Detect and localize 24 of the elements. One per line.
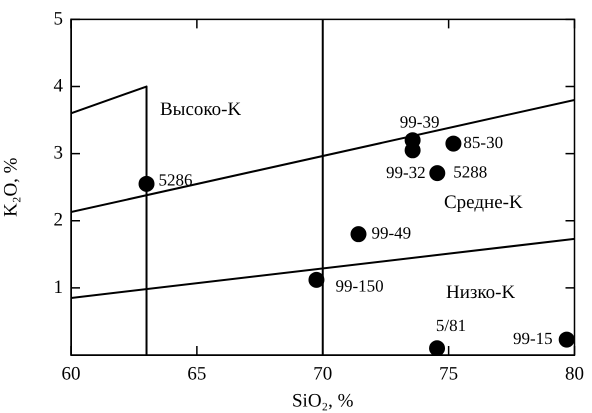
annotation: 99-150 xyxy=(335,276,384,296)
annotation: 99-32 xyxy=(386,162,426,182)
y-tick-label: 4 xyxy=(54,76,64,97)
x-tick-label: 70 xyxy=(313,363,332,384)
annotation: Средне-K xyxy=(444,192,523,213)
annotation: 5/81 xyxy=(436,316,466,335)
annotation: 85-30 xyxy=(463,133,504,152)
y-tick-label: 5 xyxy=(54,8,63,30)
y-tick-label: 1 xyxy=(54,276,63,298)
y-tick-label: 2 xyxy=(54,210,63,231)
annotation: 99-39 xyxy=(400,112,440,132)
annotation: 99-15 xyxy=(513,329,553,348)
annotation: 5288 xyxy=(453,162,488,182)
x-tick-label: 60 xyxy=(62,363,80,384)
annotation: Низко-K xyxy=(446,282,516,303)
x-tick-label: 65 xyxy=(187,363,206,384)
x-tick-label: 75 xyxy=(439,363,458,384)
annotation: 99-49 xyxy=(372,224,412,243)
x-axis-title: SiO₂, % xyxy=(292,390,354,412)
annotation: Высоко-K xyxy=(160,98,242,120)
annotation: 5286 xyxy=(158,170,193,190)
y-tick-label: 3 xyxy=(54,142,63,164)
x-tick-label: 80 xyxy=(565,363,584,384)
y-axis-title: K₂O, % xyxy=(0,157,22,217)
